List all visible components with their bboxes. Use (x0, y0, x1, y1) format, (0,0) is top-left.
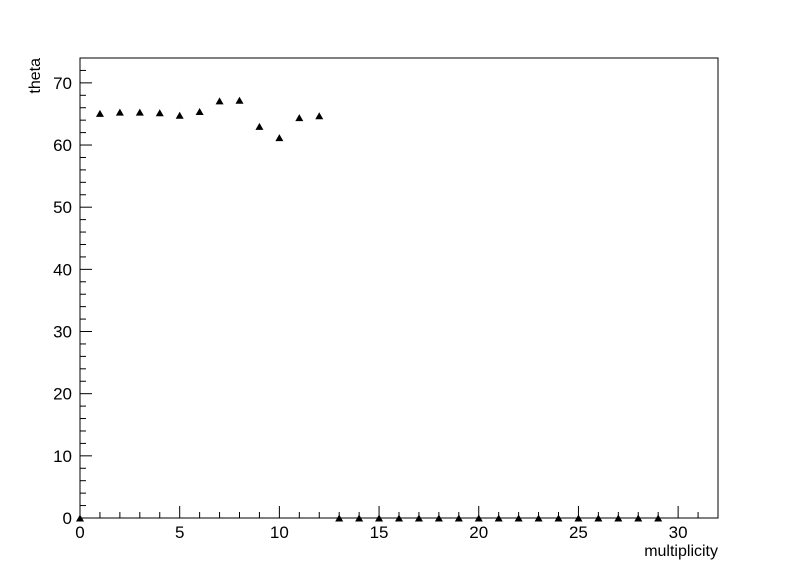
data-point (574, 514, 583, 522)
data-point (115, 108, 124, 116)
data-point (594, 514, 603, 522)
data-point (454, 514, 463, 522)
y-axis-label: theta (27, 58, 44, 94)
data-point (654, 514, 663, 522)
data-point (76, 514, 84, 522)
x-tick-label: 30 (669, 523, 688, 542)
data-point (315, 112, 324, 120)
x-tick-label: 20 (469, 523, 488, 542)
data-point (235, 96, 244, 104)
data-point (135, 108, 144, 116)
data-point (295, 114, 304, 122)
plot-frame (79, 57, 719, 519)
y-tick-label: 30 (53, 323, 72, 342)
x-axis-label: multiplicity (644, 543, 718, 560)
x-tick-label: 0 (75, 523, 84, 542)
y-tick-label: 10 (53, 447, 72, 466)
data-point (494, 514, 503, 522)
x-tick-label: 25 (569, 523, 588, 542)
data-point (634, 514, 643, 522)
data-point (275, 134, 284, 142)
data-point (614, 514, 623, 522)
data-points (76, 96, 663, 522)
data-point (175, 111, 184, 119)
data-point (375, 514, 384, 522)
y-tick-label: 60 (53, 136, 72, 155)
data-point (215, 97, 224, 105)
y-tick-label: 0 (63, 509, 72, 528)
data-point (414, 514, 423, 522)
y-tick-label: 70 (53, 74, 72, 93)
data-point (155, 109, 164, 117)
data-point (534, 514, 543, 522)
data-point (355, 514, 364, 522)
data-point (195, 107, 204, 115)
y-tick-label: 20 (53, 385, 72, 404)
data-point (474, 514, 483, 522)
x-tick-label: 10 (270, 523, 289, 542)
data-point (395, 514, 403, 522)
y-axis: 0 10 20 30 40 50 60 70 (53, 57, 92, 528)
x-tick-label: 5 (175, 523, 184, 542)
x-tick-label: 15 (370, 523, 389, 542)
data-point (335, 514, 344, 522)
y-tick-label: 50 (53, 198, 72, 217)
data-point (554, 514, 563, 522)
data-point (255, 122, 264, 130)
data-point (434, 514, 443, 522)
y-tick-label: 40 (53, 260, 72, 279)
x-axis: 0 5 10 15 20 25 30 (75, 506, 719, 542)
data-point (514, 514, 523, 522)
data-point (95, 109, 104, 117)
